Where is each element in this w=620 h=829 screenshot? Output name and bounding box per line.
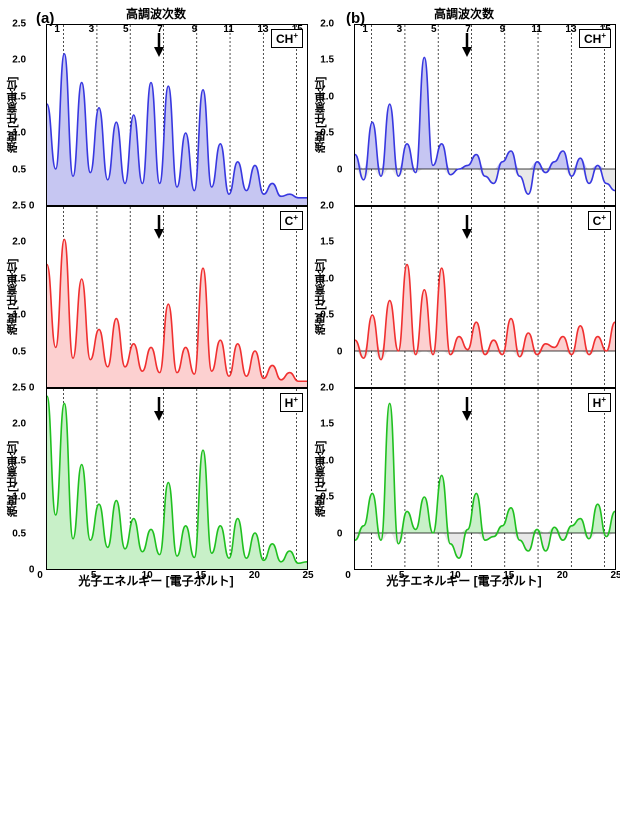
tick-label: 20 [557,570,568,581]
tick-label: 25 [610,570,620,581]
tick-label: 0 [345,570,351,581]
plot-a-c: C+ [46,206,308,388]
plot-a-ch: CH+ [46,24,308,206]
bottom-axis-label-a: 光子エネルギー [電子ボルト] [4,572,308,589]
y-ticks: 00.51.01.52.0 [326,388,350,570]
arrow-icon [460,213,474,241]
plot-row: 強度 [任意単位]00.51.01.52.0H+ [312,388,616,570]
tick-label: 5 [91,570,97,581]
plot-b-ch: CH+ [354,24,616,206]
species-label: CH+ [271,29,303,48]
species-label: H+ [280,393,303,412]
tick-label: 10 [450,570,461,581]
plot-row: 強度 [任意単位]00.51.01.52.02.5CH+ [4,24,308,206]
plot-a-h: H+ [46,388,308,570]
y-ticks: 00.51.01.52.02.5 [18,206,42,388]
panel-label-b: (b) [346,10,365,27]
y-ticks: 00.51.01.52.0 [326,24,350,206]
y-ticks: 00.51.01.52.0 [326,206,350,388]
plot-b-c: C+ [354,206,616,388]
arrow-icon [152,395,166,423]
column-b: (b) 高調波次数 13579111315 強度 [任意単位]00.51.01.… [310,5,618,503]
panel-label-a: (a) [36,10,54,27]
tick-label: 10 [142,570,153,581]
species-label: C+ [280,211,303,230]
tick-label: 15 [503,570,514,581]
tick-label: 5 [399,570,405,581]
tick-label: 0 [37,570,43,581]
plot-row: 強度 [任意単位]00.51.01.52.0CH+ [312,24,616,206]
arrow-icon [152,213,166,241]
y-ticks: 00.51.01.52.02.5 [18,388,42,570]
figure-container: (a) 高調波次数 13579111315 強度 [任意単位]00.51.01.… [0,0,620,508]
plot-stack-b: 強度 [任意単位]00.51.01.52.0CH+強度 [任意単位]00.51.… [312,24,616,570]
tick-label: 20 [249,570,260,581]
arrow-icon [460,395,474,423]
column-a: (a) 高調波次数 13579111315 強度 [任意単位]00.51.01.… [2,5,310,503]
plot-row: 強度 [任意単位]00.51.01.52.0C+ [312,206,616,388]
y-ticks: 00.51.01.52.02.5 [18,24,42,206]
plot-row: 強度 [任意単位]00.51.01.52.02.5H+ [4,388,308,570]
arrow-icon [460,31,474,59]
species-label: CH+ [579,29,611,48]
plot-stack-a: 強度 [任意単位]00.51.01.52.02.5CH+強度 [任意単位]00.… [4,24,308,570]
plot-b-h: H+ [354,388,616,570]
bottom-axis-label-b: 光子エネルギー [電子ボルト] [312,572,616,589]
plot-row: 強度 [任意単位]00.51.01.52.02.5C+ [4,206,308,388]
species-label: H+ [588,393,611,412]
species-label: C+ [588,211,611,230]
tick-label: 25 [302,570,313,581]
arrow-icon [152,31,166,59]
tick-label: 15 [195,570,206,581]
